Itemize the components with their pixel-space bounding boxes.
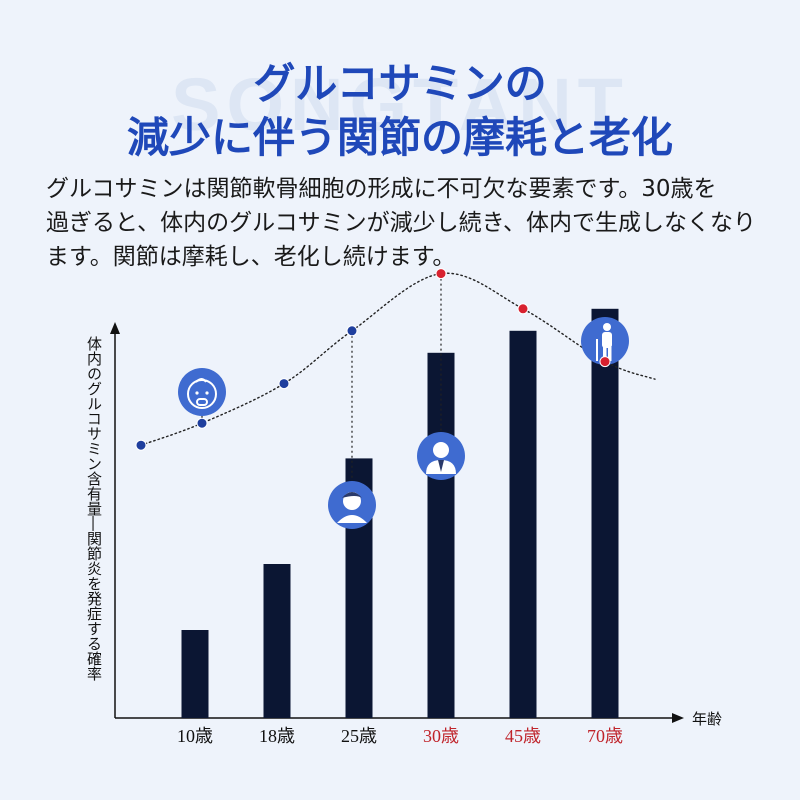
page-title-line2: 減少に伴う関節の摩耗と老化 [126, 113, 673, 162]
y-axis-label: 体内のグルコサミン含有量―関節炎を発症する確率 [85, 336, 103, 681]
x-tick-label: 25歳 [341, 726, 377, 746]
x-tick-label: 70歳 [587, 726, 623, 746]
x-tick-label: 45歳 [505, 726, 541, 746]
description: グルコサミンは関節軟骨細胞の形成に不可欠な要素です。30歳を 過ぎると、体内のグ… [46, 172, 758, 274]
description-line3: ます。関節は摩耗し、老化し続けます。 [46, 244, 456, 270]
curve-point [135, 439, 147, 451]
curve-point [278, 378, 290, 390]
bar [181, 630, 209, 718]
curve-point [346, 325, 358, 337]
bar [591, 308, 619, 718]
curve-point [517, 303, 529, 315]
elderly-cane-icon [581, 317, 629, 365]
description-line2: 過ぎると、体内のグルコサミンが減少し続き、体内で生成しなくなり [46, 210, 757, 236]
page-title-line1: グルコサミンの [253, 59, 547, 108]
curve-point [599, 356, 611, 368]
bar [509, 330, 537, 718]
x-axis-arrow [672, 713, 684, 723]
baby-icon [178, 368, 226, 416]
curve-point [435, 268, 447, 280]
y-axis-arrow [110, 322, 120, 334]
x-tick-label: 30歳 [423, 726, 459, 746]
bar [263, 564, 291, 718]
glucosamine-curve [140, 272, 656, 446]
description-line1: グルコサミンは関節軟骨細胞の形成に不可欠な要素です。30歳を [46, 176, 717, 202]
bar [427, 352, 455, 718]
watermark: SONGTANT [171, 63, 629, 146]
x-tick-label: 18歳 [259, 726, 295, 746]
x-tick-label: 10歳 [177, 726, 213, 746]
young-person-icon [328, 481, 376, 529]
businessman-icon [417, 432, 465, 480]
x-axis-label: 年齢 [692, 710, 723, 728]
curve-point [196, 417, 208, 429]
